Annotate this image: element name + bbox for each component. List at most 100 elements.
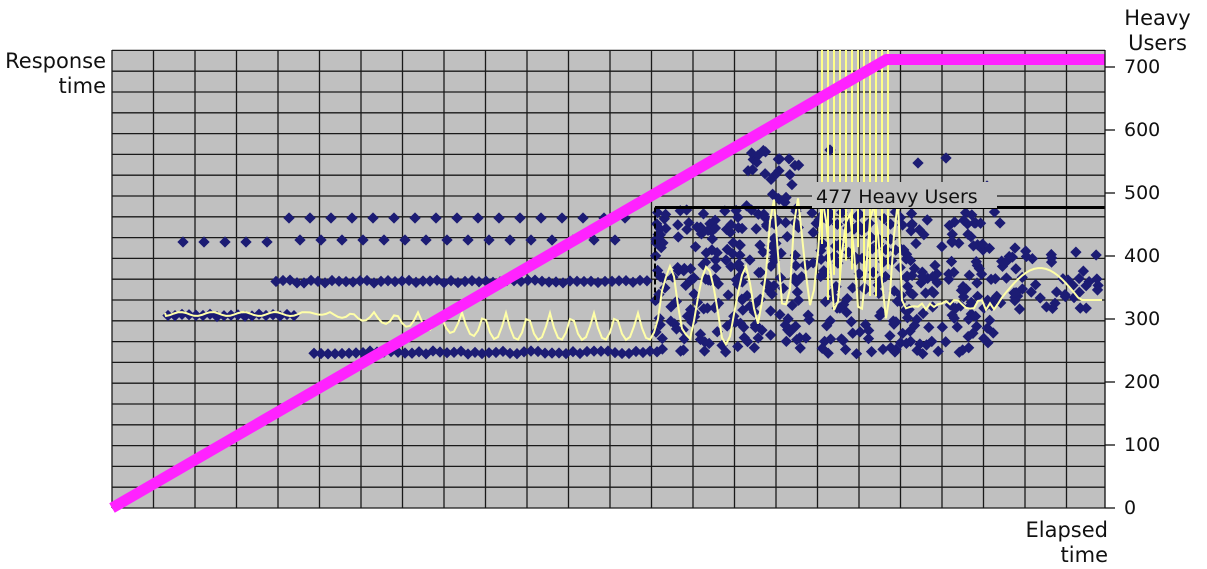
scatter-point [354,275,366,287]
scatter-point [905,225,917,237]
scatter-point [1074,302,1086,314]
scatter-point [745,147,758,159]
scatter-point [1077,265,1090,277]
scatter-point [630,345,642,358]
scatter-point [758,208,770,220]
scatter-point [971,290,984,303]
scatter-point [989,273,1001,285]
scatter-point [441,347,453,359]
scatter-point [928,287,940,299]
scatter-point [884,330,896,342]
scatter-point [710,262,722,274]
scatter-point [459,275,471,288]
scatter-point [841,292,853,305]
scatter-point [543,276,555,288]
right-axis-tick-label: 300 [1124,308,1161,330]
scatter-point [697,208,710,220]
scatter-point [1091,273,1103,285]
scatter-point [691,221,703,233]
right-axis-tick-label: 500 [1124,182,1161,204]
scatter-point [908,262,921,275]
scatter-point [469,346,481,359]
scatter-point [888,285,900,297]
scatter-point [737,304,749,316]
scatter-point [921,214,933,226]
scatter-point [963,269,976,281]
scatter-point [877,343,889,355]
scatter-point [434,346,446,358]
scatter-point [529,274,541,286]
scatter-point [818,268,830,280]
scatter-point [578,275,590,288]
scatter-point [451,212,463,224]
scatter-point [417,275,429,287]
scatter-point [1003,250,1015,263]
annotation: 477 Heavy Users [654,182,1105,300]
scatter-point [968,217,980,229]
scatter-point [346,212,358,224]
scatter-point [946,236,958,249]
scatter-point [786,299,798,311]
scatter-point [644,345,656,357]
scatter-point [694,333,707,346]
scatter-point [684,274,697,286]
scatter-point [535,212,547,224]
scatter-point [970,256,982,268]
scatter-point [672,231,684,243]
scatter-point [721,320,733,332]
scatter-point [452,276,464,289]
scatter-point [943,273,955,285]
scatter-point [940,152,952,164]
scatter-point [667,271,679,283]
scatter-point [665,301,677,313]
scatter-point [270,275,282,288]
scatter-point [699,256,712,268]
scatter-point [420,234,432,246]
scatter-point [689,241,702,253]
scatter-point [958,214,970,226]
scatter-point [749,321,762,334]
scatter-point [786,178,798,191]
scatter-point [655,241,667,254]
scatter-point [727,237,739,249]
scatter-point [733,258,745,270]
scatter-point [949,302,962,315]
scatter-point [905,207,918,220]
scatter-point [1034,292,1046,304]
scatter-point [931,276,943,289]
scatter-point [681,223,693,236]
scatter-point [889,346,901,358]
scatter-point [424,275,436,287]
scatter-point [476,347,488,360]
scatter-point [396,275,408,287]
scatter-point [659,208,672,221]
scatter-point [322,348,334,360]
scatter-point [571,275,583,287]
scatter-point [1080,302,1092,314]
scatter-point [994,217,1006,229]
scatter-point [806,207,818,219]
scatter-point [291,277,303,289]
scatter-point [807,226,819,239]
scatter-point [900,271,913,284]
scatter-point [895,244,908,256]
scatter-point [794,342,806,354]
scatter-point [781,231,793,243]
scatter-point [473,276,485,288]
scatter-point [890,316,902,328]
scatter-point [261,236,273,248]
scatter-point [219,236,231,248]
scatter-point [581,345,593,358]
scatter-point [751,156,763,168]
scatter-point [984,314,996,326]
scatter-point [294,234,306,246]
scatter-point [772,192,784,205]
scatter-point [637,346,649,359]
scatter-point [796,271,808,283]
scatter-point [929,259,941,272]
scatter-point [720,254,732,266]
scatter-point [736,294,748,306]
scatter-point [792,294,805,306]
scatter-point [490,346,502,359]
scatter-point [592,276,604,289]
